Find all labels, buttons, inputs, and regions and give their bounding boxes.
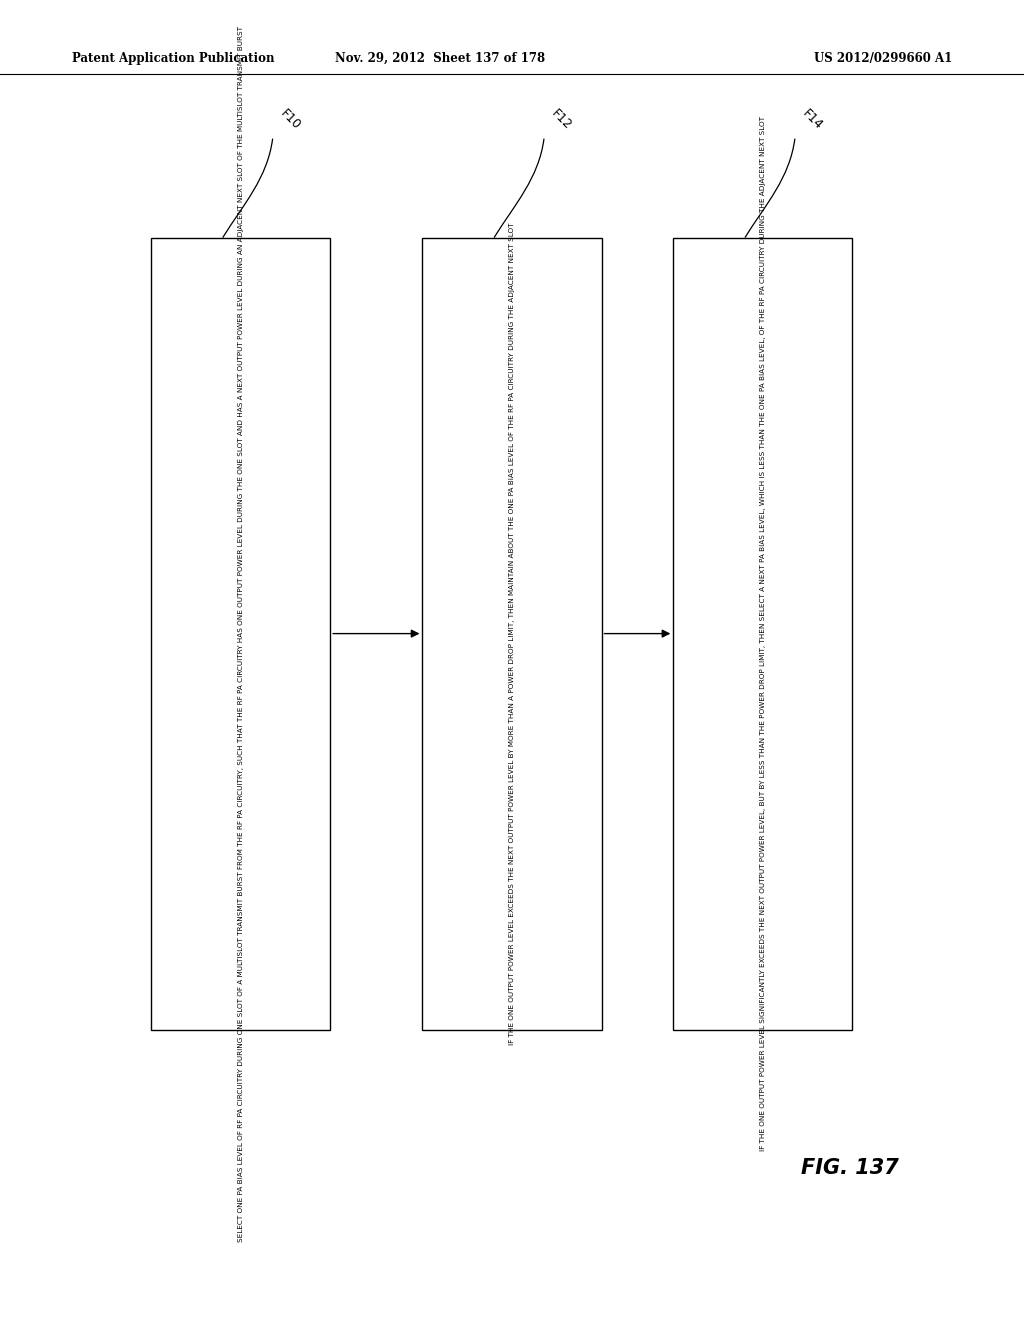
Bar [152,238,330,1030]
Text: F10: F10 [278,107,303,132]
Text: FIG. 137: FIG. 137 [801,1158,899,1179]
Text: SELECT ONE PA BIAS LEVEL OF RF PA CIRCUITRY DURING ONE SLOT OF A MULTISLOT TRANS: SELECT ONE PA BIAS LEVEL OF RF PA CIRCUI… [238,25,244,1242]
Text: IF THE ONE OUTPUT POWER LEVEL EXCEEDS THE NEXT OUTPUT POWER LEVEL BY MORE THAN A: IF THE ONE OUTPUT POWER LEVEL EXCEEDS TH… [509,222,515,1045]
Text: F12: F12 [549,107,574,132]
Text: Nov. 29, 2012  Sheet 137 of 178: Nov. 29, 2012 Sheet 137 of 178 [335,51,546,65]
Bar [422,238,601,1030]
Text: F14: F14 [800,107,825,132]
Text: US 2012/0299660 A1: US 2012/0299660 A1 [814,51,952,65]
Bar [674,238,852,1030]
Text: Patent Application Publication: Patent Application Publication [72,51,274,65]
Text: IF THE ONE OUTPUT POWER LEVEL SIGNIFICANTLY EXCEEDS THE NEXT OUTPUT POWER LEVEL,: IF THE ONE OUTPUT POWER LEVEL SIGNIFICAN… [760,116,766,1151]
